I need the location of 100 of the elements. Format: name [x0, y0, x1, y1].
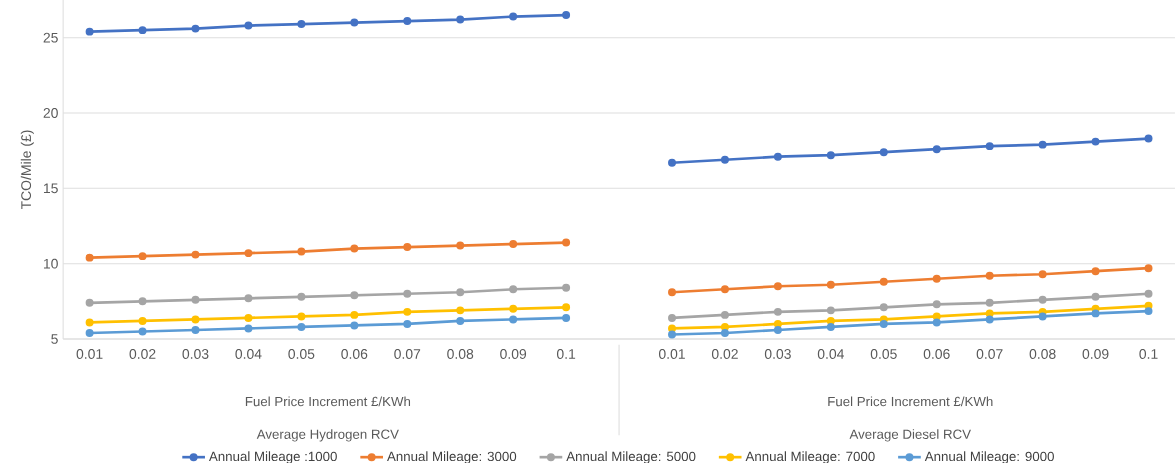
x-tick-label: 0.1 — [556, 349, 576, 359]
point — [826, 151, 835, 160]
point — [509, 12, 518, 21]
x-tick-label: 0.04 — [235, 349, 262, 359]
point — [297, 20, 306, 29]
point — [668, 158, 676, 167]
text: Fuel Price Increment £/KWh — [828, 396, 993, 407]
x-tick-label: 0.01 — [76, 349, 103, 359]
x-tick-label: 0.03 — [764, 349, 791, 359]
point — [509, 315, 518, 324]
point — [985, 315, 994, 324]
point — [403, 289, 412, 298]
point — [985, 142, 994, 151]
point — [138, 297, 147, 306]
point — [1038, 312, 1047, 321]
point — [350, 18, 359, 27]
point — [720, 310, 729, 319]
legend-label: Annual Mileage: 9000 — [924, 451, 1054, 463]
x-tick-label: 0.02 — [711, 349, 738, 359]
point — [350, 291, 359, 300]
point — [85, 253, 94, 262]
x-tick-label: 0.01 — [658, 349, 685, 359]
point — [932, 318, 941, 327]
y-tick-label: 5 — [51, 334, 58, 344]
point — [562, 283, 571, 292]
point — [1144, 307, 1153, 316]
point — [1091, 137, 1100, 146]
point — [297, 322, 306, 331]
legend-label: Annual Mileage: 7000 — [745, 451, 875, 463]
point — [879, 303, 888, 312]
point — [138, 252, 147, 261]
point — [297, 292, 306, 301]
point — [985, 271, 994, 280]
point — [932, 300, 941, 309]
point — [509, 285, 518, 294]
point — [773, 307, 782, 316]
point — [826, 322, 835, 331]
point — [456, 316, 465, 325]
point — [191, 315, 200, 324]
point — [191, 24, 200, 33]
point — [668, 313, 676, 322]
y-tick-label: 15 — [43, 183, 58, 194]
point — [720, 155, 729, 164]
point — [191, 325, 200, 334]
point — [773, 325, 782, 334]
point — [191, 295, 200, 304]
point — [509, 304, 518, 313]
x-tick-label: 0.02 — [129, 349, 156, 359]
point — [456, 306, 465, 315]
point — [773, 319, 782, 328]
point — [138, 327, 147, 336]
point — [456, 15, 465, 24]
point — [879, 319, 888, 328]
point — [350, 321, 359, 330]
point — [1091, 309, 1100, 318]
point — [668, 324, 676, 333]
x-tick-label: 0.04 — [817, 349, 844, 359]
point — [1038, 295, 1047, 304]
point — [1038, 270, 1047, 279]
x-tick-label: 0.1 — [1139, 349, 1158, 359]
point — [297, 247, 306, 256]
point — [244, 249, 253, 258]
text: Average Hydrogen RCV — [256, 429, 399, 442]
y-axis-title: TCO/Mile (£) — [20, 130, 34, 210]
point — [85, 318, 94, 327]
x-tick-label: 0.07 — [394, 349, 421, 359]
point — [1091, 267, 1100, 276]
point — [985, 298, 994, 307]
point — [85, 329, 94, 337]
point — [244, 313, 253, 322]
point — [826, 316, 835, 325]
point — [456, 241, 465, 250]
legend-label: Annual Mileage: 3000 — [387, 451, 517, 463]
point — [720, 285, 729, 294]
point — [879, 148, 888, 157]
point — [1144, 134, 1153, 143]
point — [244, 324, 253, 333]
point — [350, 244, 359, 253]
point — [509, 240, 518, 249]
point — [1144, 289, 1153, 298]
point — [720, 329, 729, 337]
point — [932, 274, 941, 283]
point — [562, 303, 571, 312]
point — [85, 27, 94, 36]
point — [985, 309, 994, 318]
point — [668, 330, 676, 339]
point — [244, 294, 253, 303]
x-tick-label: 0.08 — [447, 349, 474, 359]
point — [720, 322, 729, 331]
point — [350, 310, 359, 319]
x-tick-label: 0.06 — [341, 349, 368, 359]
y-tick-label: 20 — [43, 108, 58, 118]
point — [826, 306, 835, 315]
x-tick-label: 0.08 — [1029, 349, 1056, 359]
y-tick-label: 10 — [43, 258, 58, 269]
legend-label: Annual Mileage :1000 — [208, 451, 337, 463]
x-tick-label: 0.07 — [976, 349, 1003, 359]
point — [403, 307, 412, 316]
point — [403, 243, 412, 252]
y-tick-label: 25 — [43, 32, 58, 43]
